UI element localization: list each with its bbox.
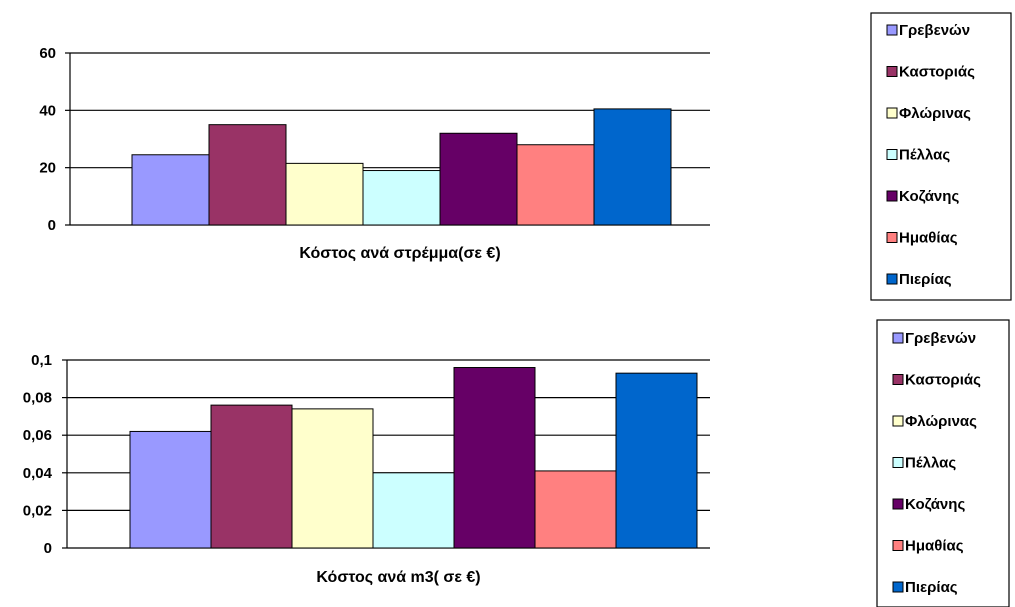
legend-label: Πέλλας [905, 455, 956, 472]
y-tick-label: 0,04 [23, 465, 53, 482]
bar-4 [372, 472, 455, 549]
legend-label: Γρεβενών [899, 22, 970, 39]
chart-1: 0 20 40 60 Κόστος ανά στρέμμα(σε €) Γρεβενών Κ… [39, 12, 1012, 301]
bar-1 [131, 154, 210, 226]
y-tick-label: 0 [48, 217, 56, 234]
legend-label: Καστοριάς [905, 372, 981, 389]
legend-swatch [886, 232, 898, 243]
legend-label: Ημαθίας [905, 538, 964, 555]
legend-swatch [886, 107, 898, 119]
y-tick-label: 0,1 [31, 352, 52, 369]
legend-swatch [886, 66, 898, 77]
legend-swatch [892, 415, 904, 427]
legend-label: Κοζάνης [899, 188, 959, 205]
bar-5 [453, 367, 536, 549]
legend-swatch [892, 457, 904, 468]
y-tick-label: 0,02 [23, 502, 52, 519]
bar-3 [291, 408, 374, 549]
legend-label: Πιερίας [899, 271, 952, 288]
legend: Γρεβενών Καστοριάς Φλώρινας Πέλλας Κοζάνης Ημ… [876, 319, 1010, 607]
legend-label: Φλώρινας [905, 413, 977, 430]
y-tick-label: 40 [39, 102, 56, 119]
legend-swatch [892, 540, 904, 551]
legend: Γρεβενών Καστοριάς Φλώρινας Πέλλας Κοζάνης Ημ… [870, 12, 1012, 301]
bar-7 [593, 108, 672, 226]
legend-swatch [892, 374, 904, 385]
bar-2 [208, 124, 287, 226]
bar-2 [210, 404, 293, 549]
bar-6 [516, 144, 595, 226]
y-tick-label: 20 [39, 160, 56, 177]
y-tick-label: 0,08 [23, 390, 52, 407]
bar-3 [285, 162, 364, 226]
legend-swatch [892, 581, 904, 593]
y-tick-label: 60 [39, 45, 56, 62]
bar-1 [129, 430, 212, 549]
legend-label: Πέλλας [899, 147, 950, 164]
bar-7 [615, 372, 698, 549]
y-tick-label: 0,06 [23, 427, 52, 444]
legend-label: Ημαθίας [899, 230, 958, 247]
legend-label: Καστοριάς [899, 64, 975, 81]
chart-2: 0 0,02 0,04 0,06 0,08 0,1 Κόστος ανά m3( σε €)… [23, 319, 1010, 607]
bar-6 [534, 470, 617, 549]
legend-swatch [886, 149, 898, 160]
legend-label: Κοζάνης [905, 496, 965, 513]
x-axis-label: Κόστος ανά στρέμμα(σε €) [299, 245, 500, 262]
legend-swatch [892, 332, 904, 344]
y-tick-label: 0 [44, 540, 52, 557]
legend-label: Πιερίας [905, 579, 958, 596]
legend-swatch [892, 498, 904, 510]
legend-label: Γρεβενών [905, 330, 976, 347]
bar-5 [439, 132, 518, 226]
legend-swatch [886, 24, 898, 36]
bar-4 [362, 170, 441, 226]
legend-label: Φλώρινας [899, 105, 971, 122]
x-axis-label: Κόστος ανά m3( σε €) [316, 569, 480, 586]
legend-swatch [886, 273, 898, 285]
legend-swatch [886, 190, 898, 202]
